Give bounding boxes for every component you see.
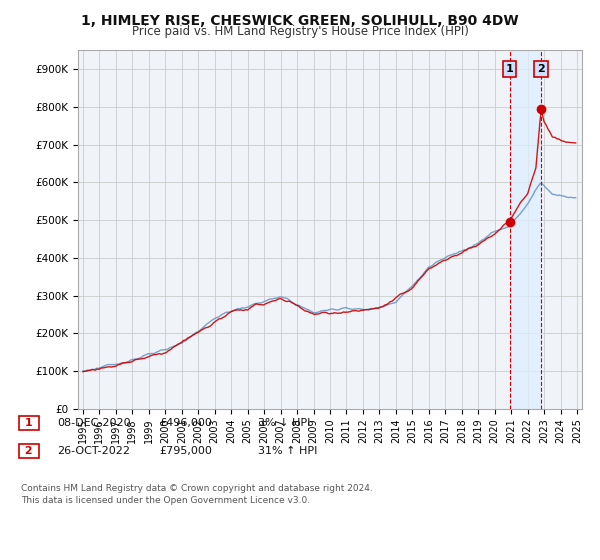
Text: 26-OCT-2022: 26-OCT-2022 <box>57 446 130 456</box>
Text: 2: 2 <box>21 446 37 456</box>
Text: £496,000: £496,000 <box>159 418 212 428</box>
Text: 31% ↑ HPI: 31% ↑ HPI <box>258 446 317 456</box>
Text: 08-DEC-2020: 08-DEC-2020 <box>57 418 131 428</box>
Text: £795,000: £795,000 <box>159 446 212 456</box>
Text: 3% ↓ HPI: 3% ↓ HPI <box>258 418 310 428</box>
Text: 1, HIMLEY RISE, CHESWICK GREEN, SOLIHULL, B90 4DW: 1, HIMLEY RISE, CHESWICK GREEN, SOLIHULL… <box>81 14 519 28</box>
Text: Contains HM Land Registry data © Crown copyright and database right 2024.
This d: Contains HM Land Registry data © Crown c… <box>21 484 373 505</box>
Text: 1: 1 <box>21 418 37 428</box>
Text: Price paid vs. HM Land Registry's House Price Index (HPI): Price paid vs. HM Land Registry's House … <box>131 25 469 38</box>
Text: 1: 1 <box>506 64 514 74</box>
Bar <box>510 50 541 409</box>
Text: 2: 2 <box>537 64 545 74</box>
